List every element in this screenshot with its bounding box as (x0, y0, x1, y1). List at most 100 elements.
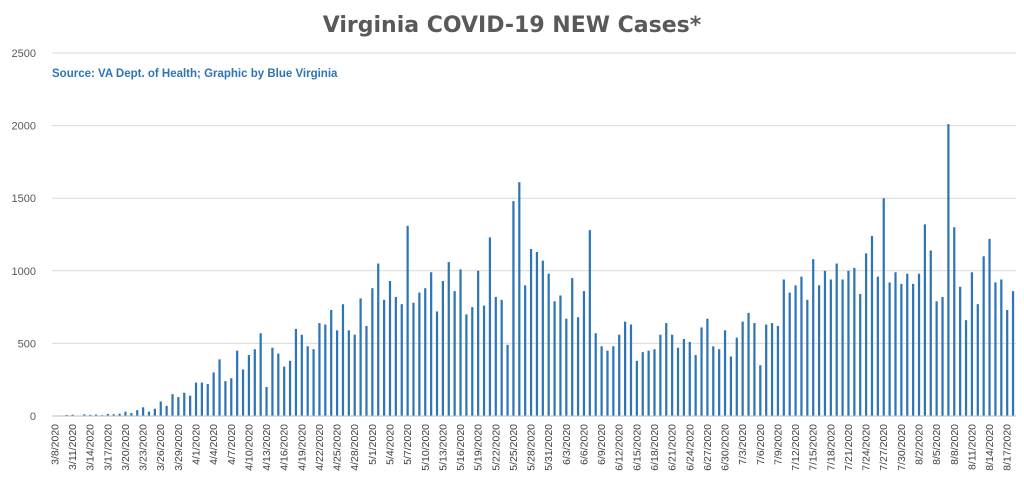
bar (112, 414, 115, 416)
bar (753, 323, 756, 416)
x-tick-label: 6/12/2020 (614, 424, 626, 471)
x-tick-label: 4/28/2020 (349, 424, 361, 471)
bar (953, 227, 956, 416)
bar (447, 262, 450, 416)
bar (130, 413, 133, 416)
bar (253, 349, 256, 416)
x-tick-label: 4/16/2020 (279, 424, 291, 471)
bar (853, 267, 856, 416)
x-tick-label: 8/5/2020 (931, 424, 943, 465)
x-tick-label: 3/23/2020 (138, 424, 150, 471)
bar (171, 394, 174, 416)
bar (1000, 279, 1003, 416)
bar (970, 272, 974, 416)
bar (465, 314, 468, 416)
bar (941, 296, 944, 416)
x-tick-label: 4/7/2020 (226, 424, 238, 465)
bar (900, 283, 903, 416)
bar (906, 273, 909, 416)
bar (365, 325, 368, 416)
x-tick-label: 5/31/2020 (543, 424, 555, 471)
x-tick-label: 8/17/2020 (1002, 424, 1014, 471)
bar (606, 350, 609, 416)
bar (700, 327, 703, 416)
bar (829, 279, 832, 416)
x-tick-label: 6/3/2020 (561, 424, 573, 465)
bar (665, 323, 668, 416)
bar (165, 405, 168, 416)
chart-title: Virginia COVID-19 NEW Cases* (323, 13, 702, 38)
y-axis-ticks: 0 500 1000 1500 2000 2500 (12, 48, 36, 423)
bar (994, 282, 997, 416)
x-tick-label: 4/4/2020 (208, 424, 220, 465)
x-tick-label: 6/9/2020 (596, 424, 608, 465)
bar (571, 278, 574, 416)
bar (459, 269, 462, 416)
bar (118, 413, 121, 416)
bar (283, 366, 286, 416)
x-tick-label: 8/14/2020 (984, 424, 996, 471)
bar (247, 355, 251, 416)
x-tick-label: 3/14/2020 (85, 424, 97, 471)
bar (576, 317, 580, 416)
bar (224, 381, 227, 416)
x-tick-label: 7/9/2020 (772, 424, 784, 465)
x-tick-label: 4/22/2020 (314, 424, 326, 471)
bar (600, 346, 603, 416)
bar (647, 350, 650, 416)
bar (794, 285, 797, 416)
bar (847, 270, 850, 416)
bar (441, 280, 444, 416)
bar (776, 325, 780, 416)
bar (412, 302, 415, 416)
bar (964, 320, 968, 416)
x-tick-label: 6/27/2020 (702, 424, 714, 471)
x-tick-label: 5/4/2020 (384, 424, 396, 465)
x-tick-label: 3/29/2020 (173, 424, 185, 471)
bar (159, 401, 162, 416)
bar (859, 294, 862, 416)
bar (471, 307, 474, 416)
x-tick-label: 3/11/2020 (67, 424, 79, 470)
bar (218, 359, 221, 416)
bar (394, 296, 397, 416)
bar (735, 337, 738, 416)
bar (529, 249, 533, 416)
bar (406, 225, 409, 416)
bar (800, 276, 803, 416)
bar (912, 283, 915, 416)
bar (518, 182, 521, 416)
x-tick-label: 4/10/2020 (243, 424, 255, 471)
x-tick-label: 7/18/2020 (825, 424, 837, 471)
bar (147, 411, 151, 416)
bar (1011, 291, 1015, 416)
bar (153, 408, 156, 416)
bar (89, 414, 92, 416)
bar (876, 276, 879, 416)
x-tick-label: 8/2/2020 (914, 424, 926, 465)
bar (976, 304, 979, 416)
bar (418, 292, 421, 416)
bar (770, 323, 774, 416)
x-tick-label: 3/26/2020 (155, 424, 167, 471)
bar (1006, 310, 1009, 416)
bar (641, 352, 644, 416)
bar (271, 347, 274, 416)
bar (259, 333, 262, 416)
bar (894, 272, 897, 416)
x-tick-label: 5/22/2020 (490, 424, 502, 471)
x-tick-label: 6/6/2020 (578, 424, 590, 465)
bar (541, 260, 544, 416)
bar (565, 318, 568, 416)
bar (324, 324, 327, 416)
x-tick-label: 6/24/2020 (684, 424, 696, 471)
bar (747, 312, 750, 416)
y-tick-label: 500 (18, 338, 36, 350)
x-tick-label: 6/15/2020 (631, 424, 643, 471)
bar (823, 270, 827, 416)
bar (189, 395, 192, 416)
x-tick-label: 5/13/2020 (437, 424, 449, 471)
bar (612, 346, 615, 416)
